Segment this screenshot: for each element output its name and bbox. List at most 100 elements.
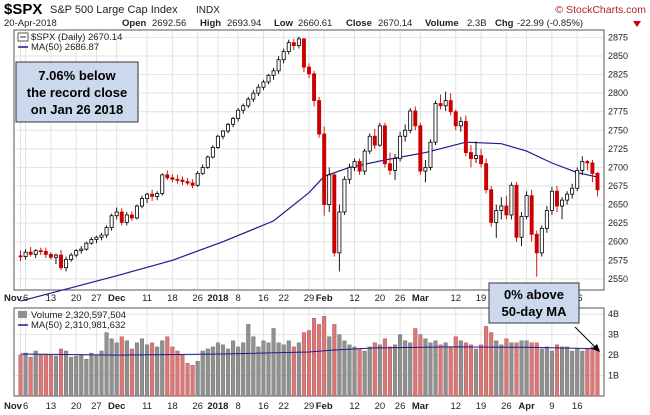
- volume-bar: [271, 328, 276, 397]
- volume-bar: [499, 344, 504, 397]
- volume-bar: [590, 346, 595, 397]
- volume-x-tick-label: 16: [572, 401, 583, 412]
- price-x-tick-label: 11: [142, 293, 152, 304]
- candle: [534, 230, 539, 277]
- candle: [479, 148, 484, 168]
- candle: [104, 225, 109, 238]
- volume-x-tick-label: 11: [142, 401, 152, 412]
- candle: [271, 67, 276, 80]
- price-y-tick-label: 2650: [608, 200, 628, 210]
- volume-bar: [18, 354, 23, 397]
- price-x-tick-label: 19: [476, 293, 487, 304]
- volume-bar: [408, 342, 413, 397]
- volume-bar: [595, 348, 600, 397]
- volume-bar: [139, 338, 145, 397]
- candle: [549, 186, 554, 215]
- candle: [489, 186, 494, 227]
- volume-x-tick-label: 6: [23, 401, 28, 412]
- volume-bar: [286, 340, 291, 397]
- price-y-tick-label: 2875: [608, 32, 628, 42]
- candle: [165, 170, 170, 181]
- volume-bar: [190, 365, 195, 397]
- low-label: Low: [274, 18, 294, 29]
- price-y-tick-label: 2575: [608, 255, 628, 265]
- chg-label: Chg: [495, 18, 514, 29]
- candle: [362, 148, 367, 175]
- record-annotation-box: [15, 61, 139, 123]
- volume-bar: [215, 342, 220, 397]
- price-x-tick-label: 26: [192, 293, 203, 304]
- ma-annotation-box: [488, 282, 580, 324]
- candle: [433, 100, 438, 146]
- volume-bar: [226, 348, 231, 397]
- volume-x-tick-label: 8: [235, 401, 240, 412]
- volume-bar: [458, 340, 463, 397]
- volume-bar: [418, 334, 423, 397]
- candle: [226, 122, 230, 134]
- volume-bar: [322, 315, 327, 397]
- volume-bar: [428, 342, 433, 397]
- candle: [555, 186, 559, 212]
- volume-bar: [529, 342, 534, 397]
- volume-bar: [463, 342, 468, 397]
- volume-y-tick-label: 3B: [608, 330, 619, 340]
- candle: [575, 167, 580, 192]
- volume-value: 2.3B: [467, 18, 487, 29]
- candle: [185, 177, 190, 186]
- candle: [210, 145, 215, 159]
- volume-bar: [23, 352, 28, 397]
- exchange: INDX: [196, 5, 220, 16]
- candle: [246, 96, 251, 108]
- candle: [438, 94, 443, 110]
- close-label: Close: [346, 18, 372, 29]
- candle: [367, 133, 372, 155]
- ma-annotation-line-2: 50-day MA: [501, 304, 567, 319]
- volume-bar: [306, 330, 312, 397]
- candle: [393, 154, 398, 181]
- candle: [524, 191, 529, 220]
- candle: [140, 195, 144, 209]
- volume-bar: [398, 334, 403, 397]
- candle: [200, 164, 205, 175]
- volume-bar: [301, 332, 306, 397]
- volume-x-tick-label: Apr: [518, 401, 535, 412]
- volume-x-tick-label: 9: [549, 401, 554, 412]
- chg-value: -22.99 (-0.85%): [517, 18, 583, 29]
- volume-bar: [236, 346, 241, 397]
- volume-bar: [180, 354, 185, 397]
- volume-bar: [266, 342, 271, 397]
- volume-bar: [367, 346, 372, 397]
- price-legend: $SPX (Daily) 2670.14 MA(50) 2686.87: [17, 32, 122, 53]
- candle: [327, 167, 332, 212]
- candle: [448, 93, 453, 116]
- candle: [423, 160, 428, 183]
- price-x-tick-label: Nov: [4, 293, 23, 304]
- volume-bar: [205, 348, 210, 397]
- candle: [236, 108, 241, 122]
- ma-annotation: 0% above 50-day MA: [488, 282, 600, 352]
- candle: [175, 174, 180, 184]
- volume-bar: [382, 338, 387, 397]
- candle: [129, 211, 134, 221]
- candle: [474, 141, 478, 163]
- price-x-tick-label: 8: [235, 293, 240, 304]
- price-y-tick-label: 2825: [608, 70, 628, 80]
- volume-bar: [524, 340, 529, 397]
- candle: [94, 235, 99, 244]
- price-x-tick-label: 20: [375, 293, 386, 304]
- candle: [109, 213, 114, 231]
- high-value: 2693.94: [227, 18, 261, 29]
- candle: [256, 84, 261, 97]
- volume-bar: [514, 342, 519, 397]
- volume-x-tick-label: 19: [476, 401, 487, 412]
- candle: [453, 109, 458, 131]
- record-annotation-line-2: the record close: [27, 85, 127, 100]
- price-x-tick-label: 18: [167, 293, 178, 304]
- candle: [145, 192, 150, 204]
- volume-bar: [119, 336, 124, 397]
- volume-bar: [544, 346, 549, 397]
- price-x-tick-label: 16: [258, 293, 269, 304]
- volume-bar: [453, 336, 458, 397]
- volume-bar: [74, 355, 79, 397]
- volume-bar: [129, 348, 134, 397]
